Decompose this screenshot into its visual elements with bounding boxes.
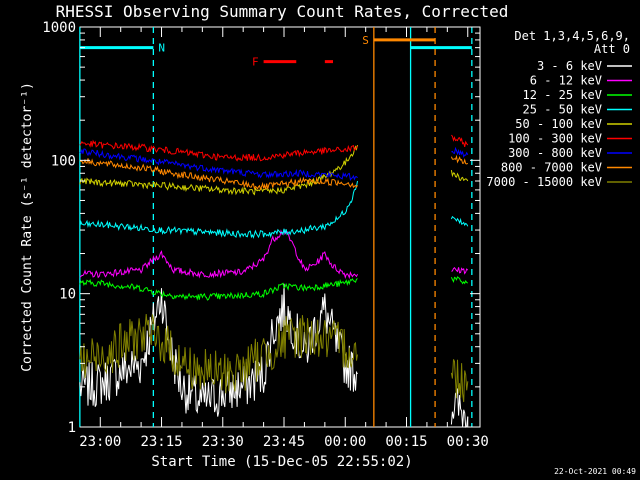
- y-tick-label: 10: [59, 287, 76, 303]
- x-tick-label: 23:45: [263, 434, 305, 450]
- legend-label: 300 - 800 keV: [508, 146, 602, 160]
- series-line-5: [79, 134, 469, 162]
- timestamp-stamp: 22-Oct-2021 00:49: [554, 467, 636, 476]
- legend-header-line-1: Det 1,3,4,5,6,9,: [514, 29, 630, 43]
- series-layer: [79, 134, 469, 428]
- legend-label: 50 - 100 keV: [515, 117, 602, 131]
- annotation-label: S: [362, 34, 369, 47]
- legend-header-line-2: Att 0: [594, 42, 630, 56]
- x-tick-label: 00:15: [385, 434, 427, 450]
- series-line-4: [79, 144, 469, 196]
- y-tick-label: 1000: [42, 20, 76, 36]
- y-tick-label: 1: [68, 420, 76, 436]
- legend-label: 3 - 6 keV: [537, 59, 602, 73]
- axes-layer: 1 10 100 1000 23:00 23:15 23:30 23:45 00:00 00:15…: [42, 20, 489, 450]
- chart-title: RHESSI Observing Summary Count Rates, Co…: [56, 2, 509, 21]
- x-tick-label: 00:30: [447, 434, 489, 450]
- series-line-7: [79, 154, 469, 191]
- y-tick-label: 100: [51, 153, 76, 169]
- series-line-2: [79, 276, 469, 301]
- annotation-label: F: [252, 56, 259, 69]
- legend-label: 6 - 12 keV: [530, 74, 602, 88]
- series-line-1: [79, 229, 469, 280]
- legend-label: 800 - 7000 keV: [501, 161, 602, 175]
- y-axis-label: Corrected Count Rate (s⁻¹ detector⁻¹): [20, 82, 35, 372]
- series-line-6: [79, 146, 469, 182]
- x-tick-label: 23:15: [140, 434, 182, 450]
- x-tick-label: 23:30: [202, 434, 244, 450]
- legend-label: 7000 - 15000 keV: [486, 175, 602, 189]
- x-axis-label: Start Time (15-Dec-05 22:55:02): [151, 454, 412, 470]
- x-tick-label: 00:00: [324, 434, 366, 450]
- series-line-3: [79, 180, 469, 239]
- series-line-8: [79, 314, 469, 403]
- annotation-layer: N S F: [79, 27, 473, 427]
- legend-label: 100 - 300 keV: [508, 132, 602, 146]
- x-tick-label: 23:00: [79, 434, 121, 450]
- annotation-label: N: [158, 42, 165, 55]
- legend-label: 25 - 50 keV: [523, 103, 602, 117]
- legend-label: 12 - 25 keV: [523, 88, 602, 102]
